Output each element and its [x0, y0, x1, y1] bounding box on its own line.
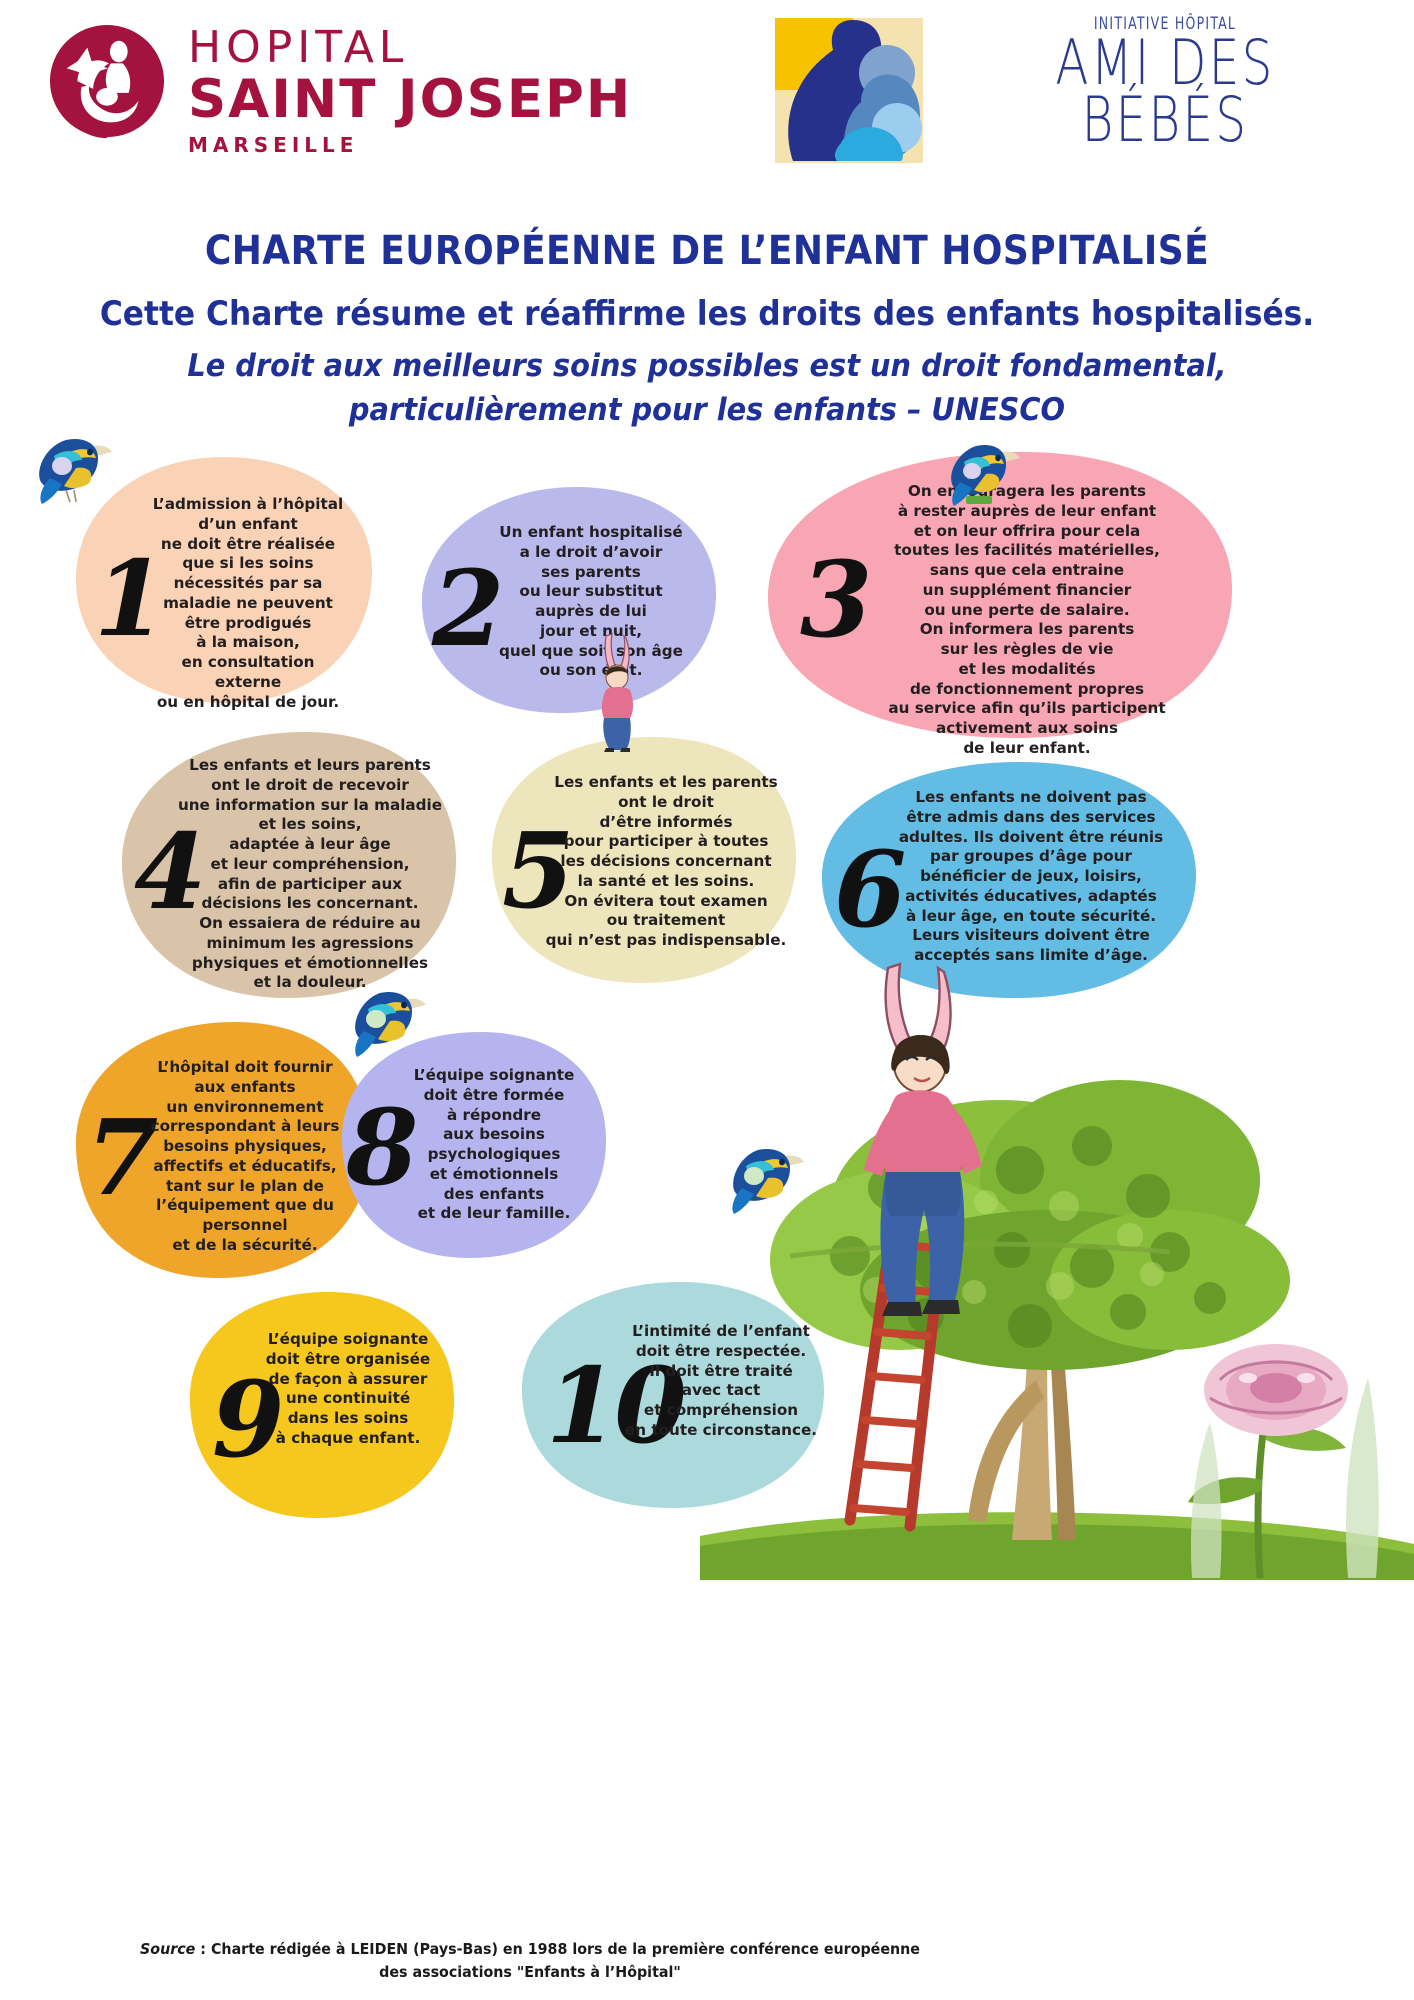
article-7-text: L’hôpital doit fournir aux enfants un en… [150, 1058, 340, 1254]
article-7-shape [75, 1022, 371, 1278]
hsj-wordmark: HOPITAL SAINT JOSEPH MARSEILLE [188, 22, 688, 157]
source-note: Source : Charte rédigée à LEIDEN (Pays-B… [27, 1938, 1034, 1985]
article-1-number: 1 [94, 537, 167, 660]
unesco-quote-line-1: Le droit aux meilleurs soins possibles e… [187, 348, 1227, 384]
source-line-2: des associations "Enfants à l’Hôpital" [379, 1963, 681, 1982]
article-8: 8 L’équipe soignante doit être formée à … [340, 1030, 610, 1260]
ihab-line-2: BÉBÉS [1081, 83, 1249, 157]
source-label: Source [140, 1940, 196, 1958]
ihab-wordmark: INITIATIVE HÔPITAL AMI DES BÉBÉS [950, 14, 1380, 157]
ihab-mother-baby-mark [775, 18, 923, 163]
article-2: 2 Un enfant hospitalisé a le droit d’avo… [420, 485, 720, 715]
article-1-text: L’admission à l’hôpital d’un enfant ne d… [152, 495, 344, 711]
article-2-shape [421, 486, 717, 714]
article-6: 6 Les enfants ne doivent pas être admis … [820, 760, 1200, 1000]
article-8-number: 8 [346, 1086, 419, 1209]
girl-rabbit-ears-large-part [864, 962, 982, 1316]
page-subtitle: Cette Charte résume et réaffirme les dro… [99, 294, 1315, 334]
article-4-shape [121, 731, 457, 998]
bird-top-right-icon [951, 444, 1020, 506]
article-3-shape [767, 451, 1233, 738]
source-line-1: Source : Charte rédigée à LEIDEN (Pays-B… [27, 1938, 1034, 1961]
ihab-logo: INITIATIVE HÔPITAL AMI DES BÉBÉS [775, 8, 1395, 166]
hsj-line-2: SAINT JOSEPH [188, 68, 633, 130]
ihab-line-1: AMI DES [1055, 26, 1275, 99]
article-10: 10 L’intimité de l’enfant doit être resp… [520, 1280, 830, 1510]
bird-top-left-icon [39, 438, 112, 504]
hsj-mother-child-mark [49, 25, 165, 139]
flower-bottom-right-part [1188, 1344, 1379, 1579]
ihab-subtitle: INITIATIVE HÔPITAL [1093, 14, 1237, 34]
article-4-number: 4 [134, 810, 207, 933]
article-7-number: 7 [86, 1096, 159, 1219]
article-6-text: Les enfants ne doivent pas être admis da… [898, 788, 1164, 964]
bird-tree-part [732, 1148, 804, 1214]
article-5-text: Les enfants et les parents ont le droit … [545, 773, 787, 949]
tree-with-ladder-icon [700, 962, 1414, 1580]
article-10-text: L’intimité de l’enfant doit être respect… [624, 1322, 818, 1439]
article-7: 7 L’hôpital doit fournir aux enfants un … [74, 1020, 374, 1280]
girl-rabbit-ears-small-icon [601, 633, 633, 752]
article-9-shape [189, 1292, 455, 1518]
article-3-number: 3 [800, 538, 873, 661]
hsj-line-1: HOPITAL [188, 22, 409, 73]
article-9-text: L’équipe soignante doit être organisée d… [265, 1330, 431, 1447]
header: HOPITAL SAINT JOSEPH MARSEILLE INITIATIV… [0, 0, 1414, 185]
article-5-shape [491, 737, 797, 983]
article-6-number: 6 [834, 828, 907, 951]
page-title: CHARTE EUROPÉENNE DE L’ENFANT HOSPITALIS… [204, 228, 1210, 274]
article-5: 5 Les enfants et les parents ont le droi… [490, 735, 800, 985]
source-line-1-text: : Charte rédigée à LEIDEN (Pays-Bas) en … [195, 1940, 920, 1958]
article-10-shape [521, 1282, 825, 1508]
article-2-text: Un enfant hospitalisé a le droit d’avoir… [499, 523, 683, 680]
bird-middle-left-icon [355, 991, 426, 1057]
article-8-text: L’équipe soignante doit être formée à ré… [413, 1066, 575, 1223]
article-3-text: On encouragera les parents à rester aupr… [888, 482, 1166, 757]
article-8-shape [341, 1032, 607, 1258]
article-2-number: 2 [432, 547, 505, 670]
hospital-saint-joseph-logo: HOPITAL SAINT JOSEPH MARSEILLE [48, 18, 688, 157]
article-5-number: 5 [502, 809, 575, 932]
article-9-number: 9 [212, 1358, 285, 1481]
article-4-text: Les enfants et leurs parents ont le droi… [177, 756, 443, 992]
article-1: 1 L’admission à l’hôpital d’un enfant ne… [74, 455, 374, 711]
article-4: 4 Les enfants et leurs parents ont le dr… [120, 730, 460, 1000]
article-9: 9 L’équipe soignante doit être organisée… [188, 1290, 458, 1520]
article-10-number: 10 [546, 1344, 687, 1467]
unesco-quote-line-2: particulièrement pour les enfants – UNES… [348, 392, 1066, 428]
hsj-line-3: MARSEILLE [188, 132, 359, 157]
article-6-shape [821, 762, 1197, 998]
article-1-shape [75, 457, 372, 704]
